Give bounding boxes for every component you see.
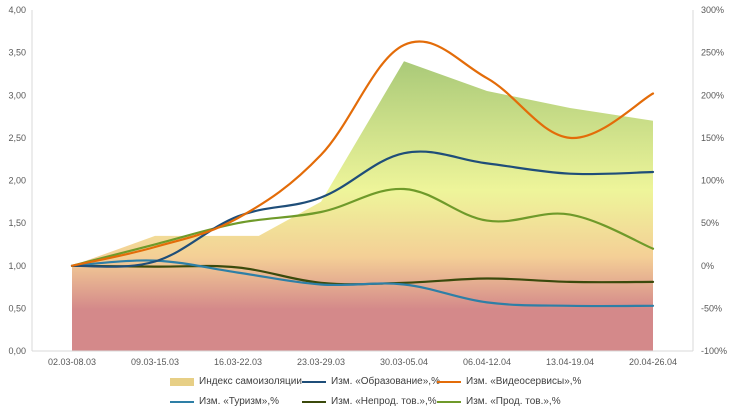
y-tick-right: 300% (701, 5, 724, 15)
y-tick-left: 0,50 (8, 303, 26, 313)
x-tick: 30.03-05.04 (380, 357, 428, 367)
legend-item-nonfood-goods: Изм. «Непрод. тов.»,% (302, 396, 437, 407)
legend-item-food-goods: Изм. «Прод. тов.»,% (437, 396, 561, 407)
legend-label: Изм. «Непрод. тов.»,% (331, 396, 437, 407)
y-tick-right: 50% (701, 218, 719, 228)
x-tick: 23.03-29.03 (297, 357, 345, 367)
y-tick-right: 250% (701, 48, 724, 58)
legend-swatch-line (302, 380, 326, 383)
legend-item-tourism: Изм. «Туризм»,% (170, 396, 279, 407)
legend-label: Изм. «Образование»,% (331, 376, 440, 387)
legend-label: Изм. «Видеосервисы»,% (466, 376, 582, 387)
y-tick-right: 150% (701, 133, 724, 143)
x-tick: 16.03-22.03 (214, 357, 262, 367)
legend-swatch-line (302, 400, 326, 403)
x-tick: 20.04-26.04 (629, 357, 677, 367)
legend-swatch-line (437, 400, 461, 403)
legend-item-video-services: Изм. «Видеосервисы»,% (437, 376, 581, 387)
legend-label: Изм. «Прод. тов.»,% (466, 396, 561, 407)
y-tick-right: 0% (701, 261, 714, 271)
y-tick-left: 2,50 (8, 133, 26, 143)
chart-plot: 0,00 0,50 1,00 1,50 2,00 2,50 3,00 3,50 4,00 -10… (8, 5, 727, 367)
x-tick: 06.04-12.04 (463, 357, 511, 367)
series-line-0 (70, 150, 655, 268)
y-tick-left: 1,00 (8, 261, 26, 271)
y-tick-left: 3,00 (8, 90, 26, 100)
y-tick-right: 200% (701, 90, 724, 100)
x-tick: 13.04-19.04 (546, 357, 594, 367)
legend-swatch-line (170, 400, 194, 403)
legend-item-education: Изм. «Образование»,% (302, 376, 440, 387)
y-tick-left: 4,00 (8, 5, 26, 15)
y-tick-left: 3,50 (8, 48, 26, 58)
y-tick-right: 100% (701, 176, 724, 186)
legend-item-self-isolation-index: Индекс самоизоляции (170, 376, 302, 387)
y-tick-left: 1,50 (8, 218, 26, 228)
x-tick: 09.03-15.03 (131, 357, 179, 367)
series-line-2 (70, 259, 655, 308)
y-tick-right: -50% (701, 303, 722, 313)
legend-label: Изм. «Туризм»,% (199, 396, 280, 407)
area-self-isolation-index (72, 61, 653, 351)
series-line-1 (70, 40, 655, 267)
legend-swatch-area (170, 377, 194, 386)
y-tick-left: 2,00 (8, 176, 26, 186)
y-tick-left: 0,00 (8, 346, 26, 356)
legend-label: Индекс самоизоляции (199, 376, 302, 387)
legend-swatch-line (437, 380, 461, 383)
y-tick-right: -100% (701, 346, 727, 356)
series-line-4 (70, 187, 655, 267)
x-tick: 02.03-08.03 (48, 357, 96, 367)
